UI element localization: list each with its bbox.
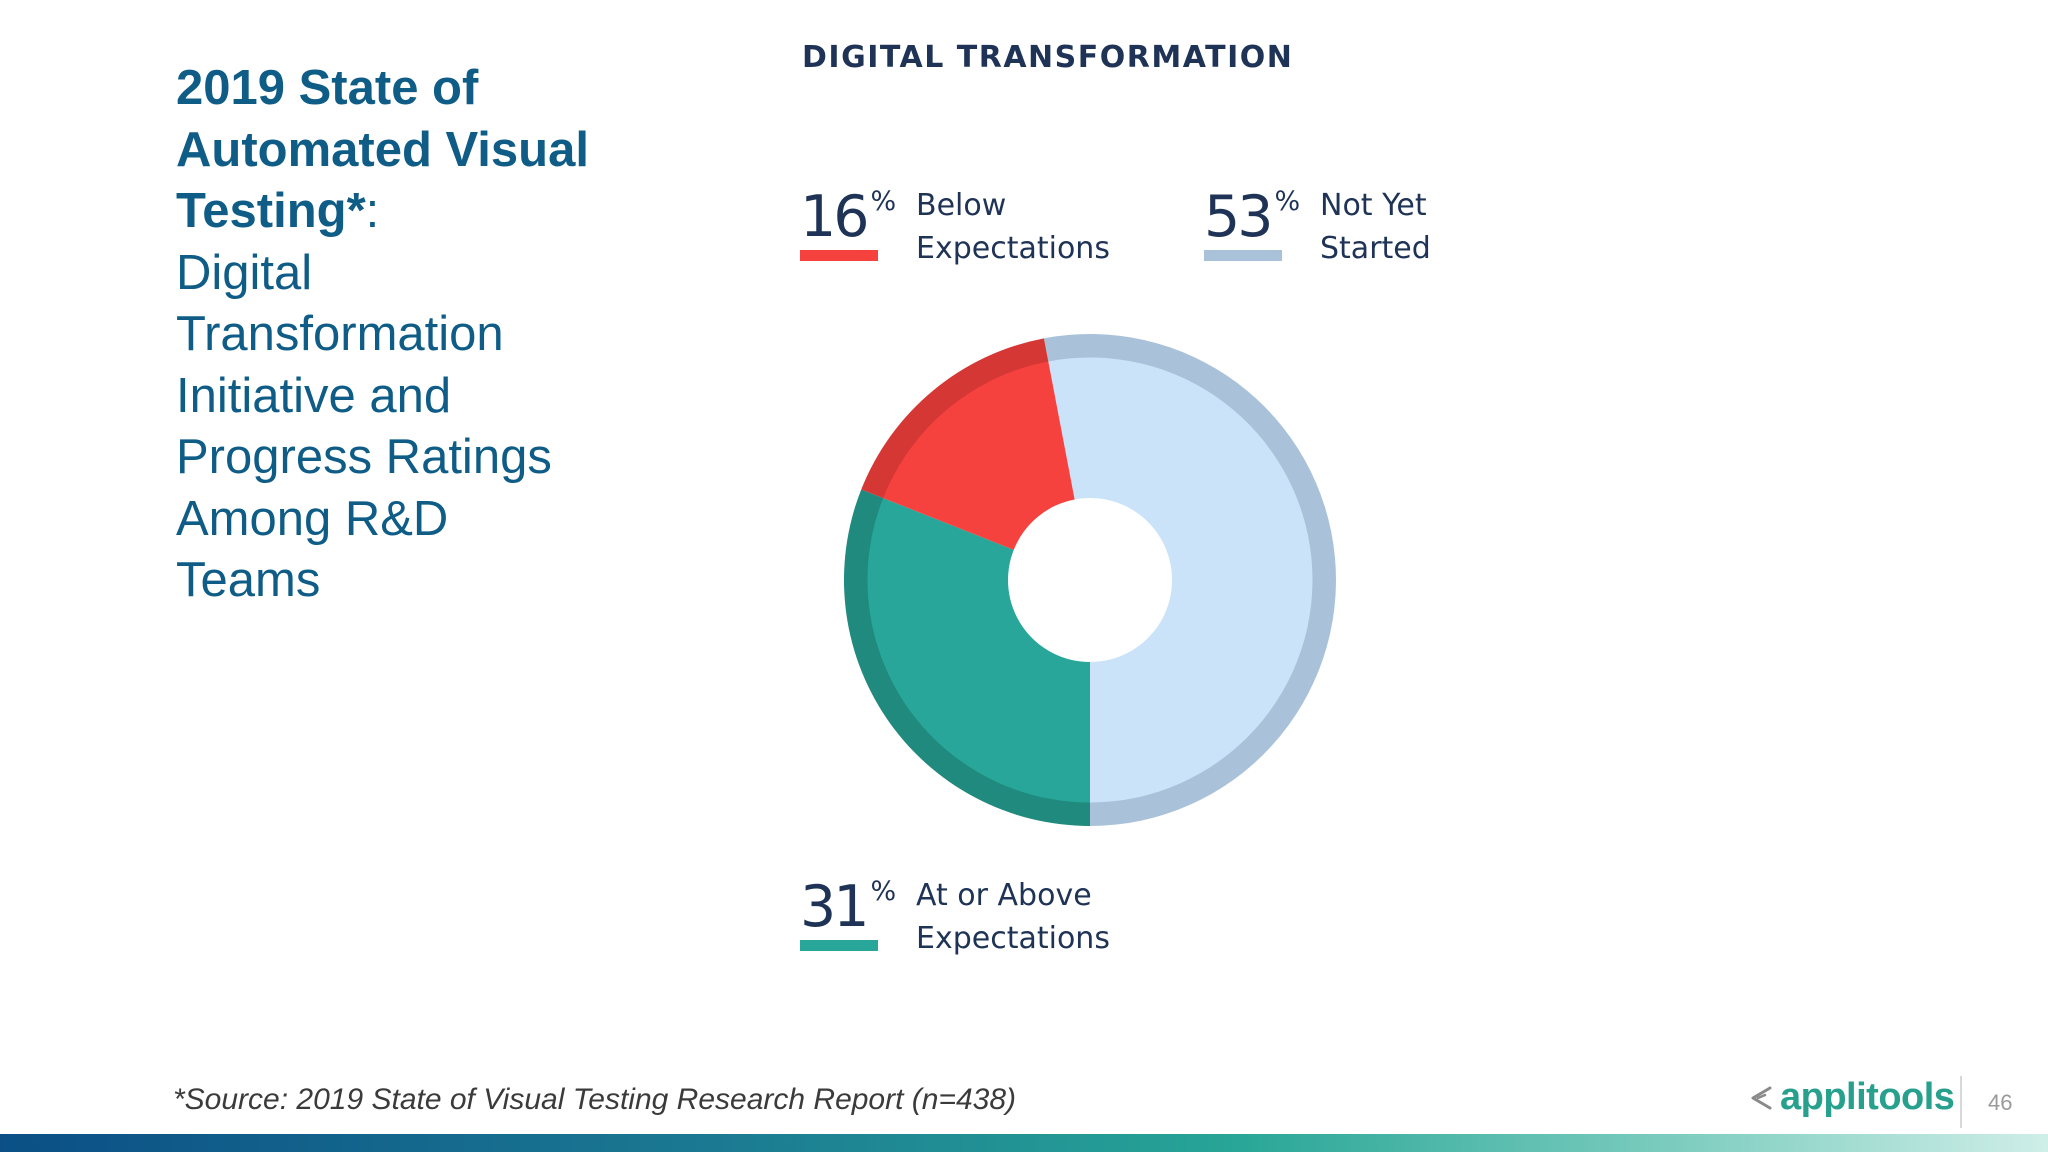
legend-above-label: At or Above Expectations — [916, 874, 1110, 960]
legend-not-yet-started: 53% Not Yet Started — [1204, 184, 1431, 270]
applitools-logo-icon — [1751, 1086, 1772, 1109]
heading-bold-line-3: Testing*: — [176, 181, 696, 243]
legend-below-value-block: 16% — [800, 184, 916, 261]
legend-notyet-label-line-1: Not Yet — [1320, 188, 1427, 223]
heading-colon: : — [365, 184, 380, 238]
legend-notyet-label: Not Yet Started — [1320, 184, 1431, 270]
donut-ring-1 — [843, 489, 1090, 826]
legend-above-value: 31 — [800, 874, 870, 940]
legend-above-percent-sign: % — [870, 876, 897, 907]
legend-notyet-value-block: 53% — [1204, 184, 1320, 261]
legend-notyet-percent-sign: % — [1274, 186, 1301, 217]
legend-below-label: Below Expectations — [916, 184, 1110, 270]
donut-ring-2 — [861, 338, 1049, 499]
legend-below-percent-sign: % — [870, 186, 897, 217]
heading-line-4: Progress Ratings — [176, 430, 552, 484]
applitools-logo-text: applitools — [1780, 1076, 1955, 1118]
legend-above-value-block: 31% — [800, 874, 916, 951]
legend-notyet-value: 53 — [1204, 184, 1274, 250]
donut-slice-1 — [867, 498, 1090, 803]
heading-bold-line-3-text: Testing* — [176, 184, 366, 238]
legend-above-label-line-1: At or Above — [916, 878, 1092, 913]
legend-below-expectations: 16% Below Expectations — [800, 184, 1110, 270]
legend-notyet-swatch — [1204, 250, 1282, 261]
heading-bold-line-2: Automated Visual — [176, 122, 589, 177]
legend-below-label-line-1: Below — [916, 188, 1007, 223]
applitools-logo: applitools — [1748, 1076, 1955, 1119]
bottom-gradient-bar — [0, 1134, 2048, 1152]
heading-line-2: Transformation — [176, 307, 504, 361]
heading-line-3: Initiative and — [176, 368, 452, 423]
footer-divider — [1960, 1076, 1962, 1128]
heading-line-5: Among R&D — [176, 491, 449, 546]
legend-at-or-above-expectations: 31% At or Above Expectations — [800, 874, 1110, 960]
slide-heading: 2019 State of Automated Visual Testing*:… — [176, 58, 696, 612]
chart-title: DIGITAL TRANSFORMATION — [802, 40, 1294, 75]
legend-below-swatch — [800, 250, 878, 261]
page-number: 46 — [1988, 1090, 2013, 1115]
legend-above-swatch — [800, 940, 878, 951]
heading-bold-line-1: 2019 State of — [176, 61, 479, 115]
heading-line-1: Digital — [176, 245, 313, 300]
donut-slice-0 — [1048, 357, 1313, 803]
legend-notyet-label-line-2: Started — [1320, 231, 1431, 266]
heading-line-6: Teams — [176, 553, 321, 607]
legend-above-label-line-2: Expectations — [916, 921, 1110, 956]
source-footnote: *Source: 2019 State of Visual Testing Re… — [173, 1083, 1017, 1116]
legend-below-label-line-2: Expectations — [916, 231, 1110, 266]
legend-below-value: 16 — [800, 184, 870, 250]
donut-chart — [843, 334, 1336, 826]
donut-slice-2 — [883, 361, 1075, 550]
